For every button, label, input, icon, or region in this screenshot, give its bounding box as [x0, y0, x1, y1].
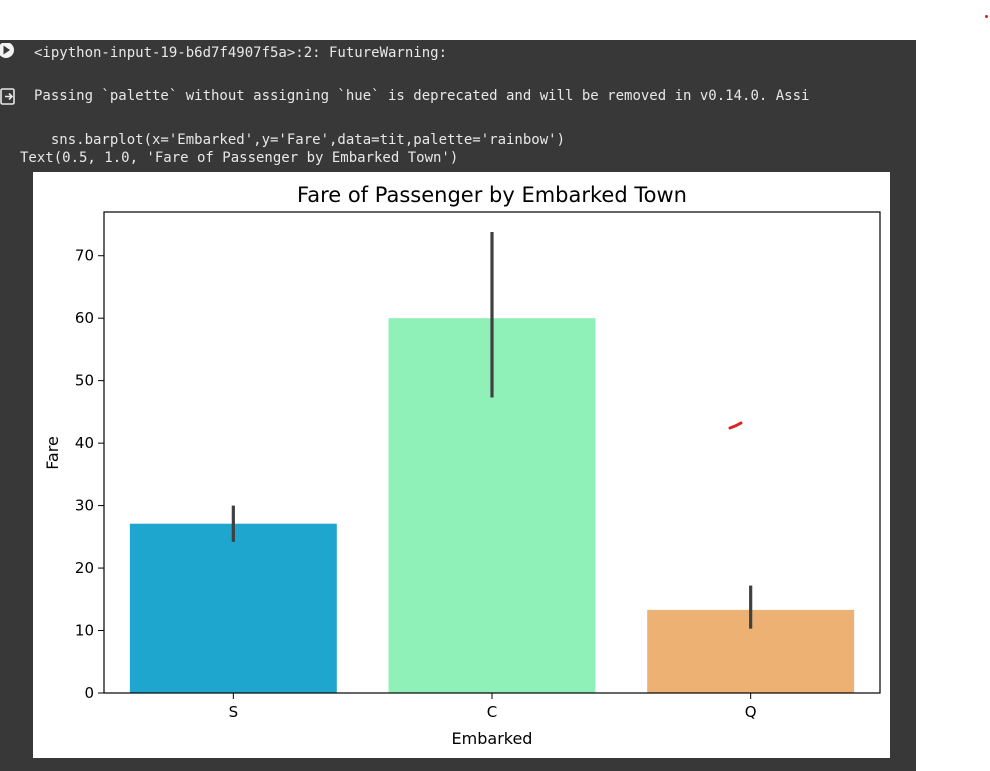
- annotation-stroke: [728, 421, 743, 430]
- x-tick-label-q: Q: [745, 703, 757, 721]
- y-axis-label: Fare: [43, 436, 62, 470]
- y-tick-label: 0: [84, 684, 94, 702]
- y-tick-label: 20: [75, 559, 94, 577]
- warning-message-line: Passing `palette` without assigning `hue…: [34, 88, 810, 104]
- y-tick-label: 50: [75, 372, 94, 390]
- cell-output-area: <ipython-input-19-b6d7f4907f5a>:2: Futur…: [0, 40, 916, 771]
- y-tick-label: 40: [75, 434, 94, 452]
- x-tick-label-s: S: [229, 703, 239, 721]
- x-axis-label: Embarked: [452, 729, 533, 748]
- plot-image: Fare of Passenger by Embarked Town S C Q 0 1…: [33, 172, 890, 758]
- warning-header-line: <ipython-input-19-b6d7f4907f5a>:2: Futur…: [34, 45, 448, 61]
- run-cell-icon[interactable]: [0, 43, 20, 63]
- y-tick-label: 60: [75, 309, 94, 327]
- annotation-dot: [985, 15, 988, 18]
- chart-title: Fare of Passenger by Embarked Town: [297, 183, 687, 207]
- bar-chart: Fare of Passenger by Embarked Town S C Q 0 1…: [43, 183, 881, 748]
- axes-frame: [103, 211, 881, 694]
- y-tick-label: 10: [75, 622, 94, 640]
- return-value-line: Text(0.5, 1.0, 'Fare of Passenger by Emb…: [20, 150, 459, 166]
- y-tick-label: 30: [75, 497, 94, 515]
- y-tick-label: 70: [75, 247, 94, 265]
- bar-s: [129, 523, 337, 693]
- code-source-line: sns.barplot(x='Embarked',y='Fare',data=t…: [34, 132, 566, 148]
- x-tick-label-c: C: [487, 703, 497, 721]
- output-toggle-icon[interactable]: [0, 88, 20, 108]
